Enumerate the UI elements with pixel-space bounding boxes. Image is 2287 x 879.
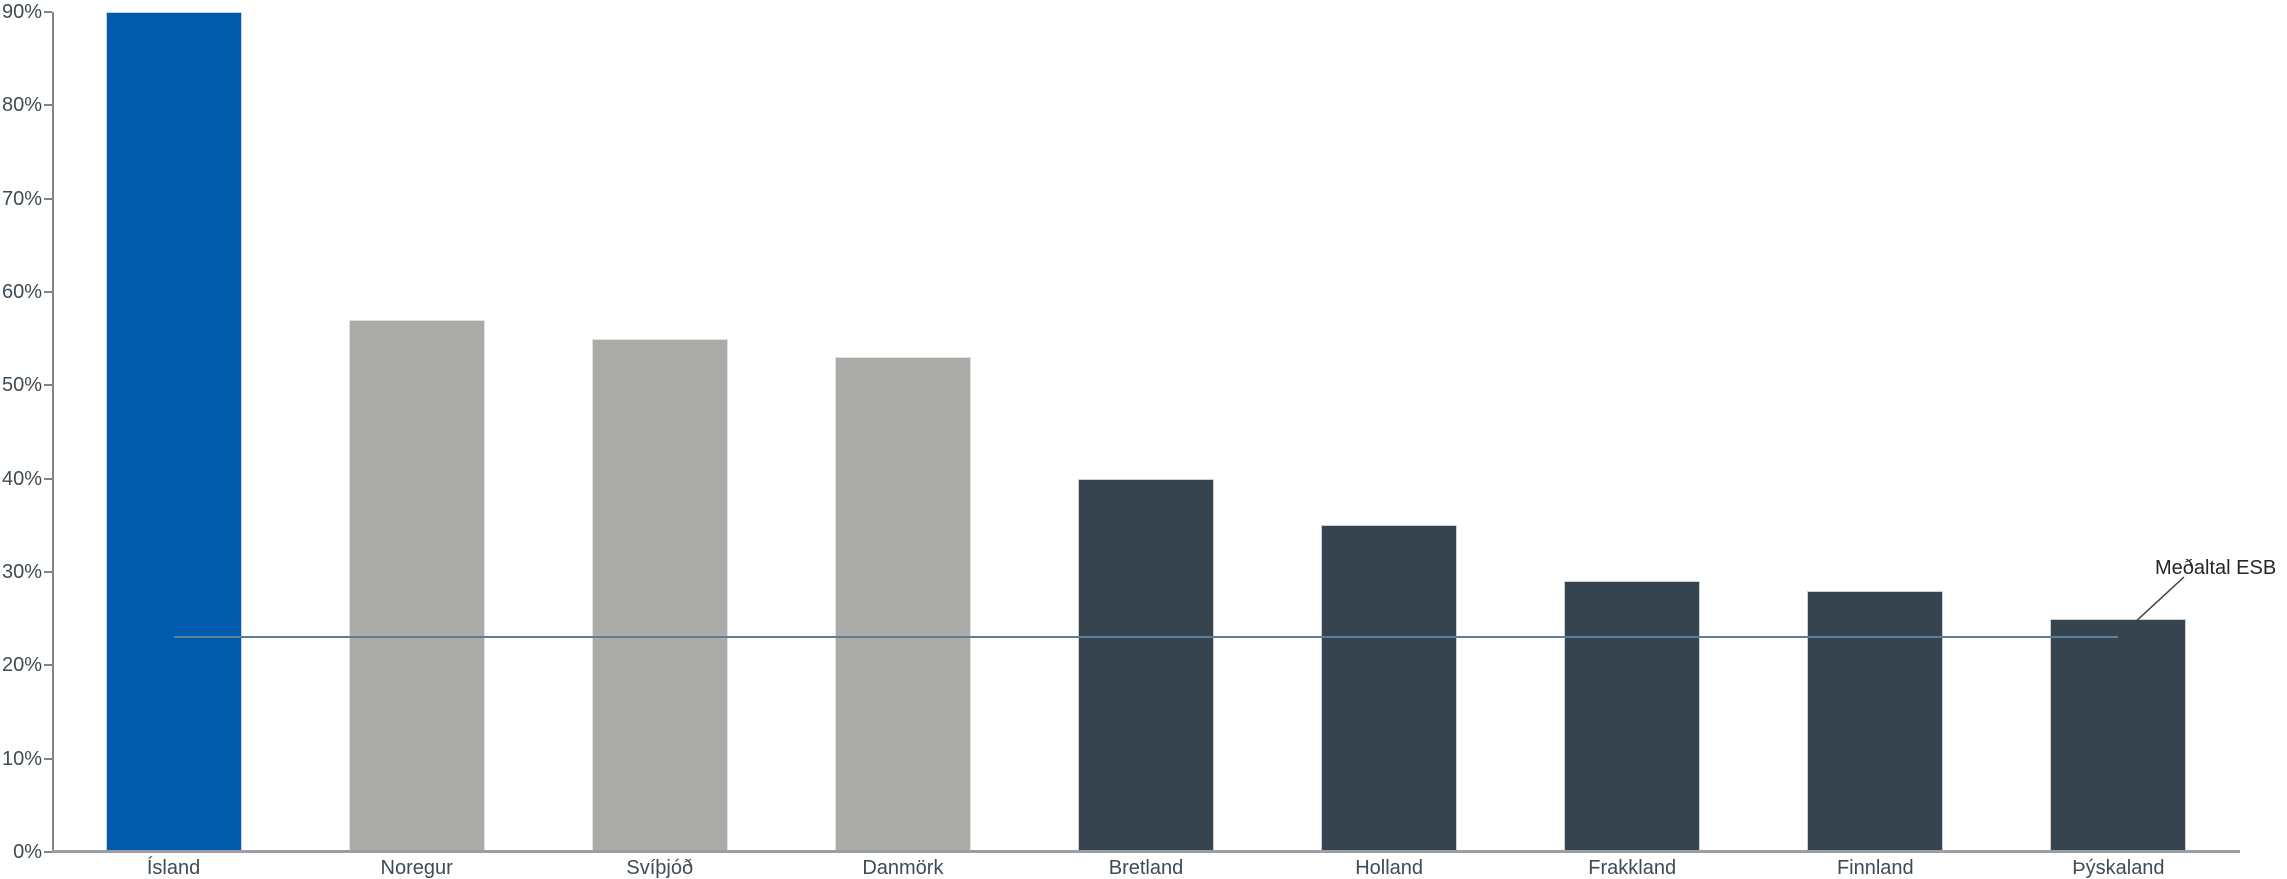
x-axis-line xyxy=(52,850,2240,853)
bar-9 xyxy=(2050,618,2187,852)
x-axis-label: Finnland xyxy=(1836,857,1914,879)
y-axis-tick-label: 80% xyxy=(1,94,42,117)
eu-average-annotation-label: Meðaltal ESB xyxy=(2155,557,2277,579)
y-axis-tick-mark xyxy=(44,104,52,107)
y-axis-line xyxy=(52,12,54,852)
x-axis-label: Bretland xyxy=(1108,857,1184,879)
bar-7 xyxy=(1564,581,1701,852)
bar-4 xyxy=(834,357,971,852)
y-axis-tick-label: 50% xyxy=(1,374,42,397)
y-axis-tick-label: 0% xyxy=(13,841,42,863)
y-axis-tick-mark xyxy=(44,757,52,760)
bar-1 xyxy=(105,12,242,852)
y-axis-tick-mark xyxy=(44,384,52,387)
y-axis-tick-label: 90% xyxy=(1,1,42,23)
y-axis-tick-mark xyxy=(44,11,52,13)
y-axis-tick-mark xyxy=(44,851,52,853)
bar-8 xyxy=(1807,590,1944,852)
x-axis-label: Danmörk xyxy=(862,857,944,879)
y-axis-tick-mark xyxy=(44,571,52,573)
bar-5 xyxy=(1078,478,1214,852)
x-axis-label: Frakkland xyxy=(1588,857,1677,879)
eu-average-line xyxy=(173,636,2119,639)
y-axis-tick-label: 30% xyxy=(1,561,42,583)
y-axis-tick-label: 60% xyxy=(1,281,42,303)
x-axis-label: Holland xyxy=(1355,857,1424,879)
x-axis-label: Ísland xyxy=(146,857,201,879)
y-axis-tick-label: 10% xyxy=(1,747,42,770)
x-axis-label: Þýskaland xyxy=(2072,857,2165,879)
x-axis-label: Noregur xyxy=(380,857,453,879)
y-axis-tick-label: 20% xyxy=(1,654,42,677)
x-axis-label: Svíþjóð xyxy=(626,857,694,879)
y-axis-tick-mark xyxy=(44,197,52,200)
bar-2 xyxy=(348,320,485,852)
y-axis-tick-mark xyxy=(44,664,52,667)
y-axis-tick-label: 40% xyxy=(1,467,42,490)
y-axis-tick-mark xyxy=(44,477,52,480)
bar-6 xyxy=(1321,525,1458,852)
bar-3 xyxy=(591,338,728,852)
y-axis-tick-label: 70% xyxy=(1,187,42,210)
y-axis-tick-mark xyxy=(44,291,52,293)
